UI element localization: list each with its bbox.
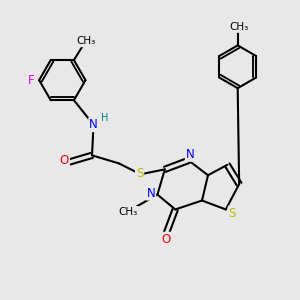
Text: CH₃: CH₃ xyxy=(230,22,249,32)
Text: CH₃: CH₃ xyxy=(76,36,95,46)
Text: N: N xyxy=(89,118,98,131)
Text: F: F xyxy=(28,74,34,87)
Text: S: S xyxy=(136,167,143,180)
Text: CH₃: CH₃ xyxy=(119,207,138,217)
Text: N: N xyxy=(146,187,155,200)
Text: S: S xyxy=(229,206,236,220)
Text: H: H xyxy=(101,113,109,123)
Text: O: O xyxy=(60,154,69,167)
Text: O: O xyxy=(161,233,170,246)
Text: N: N xyxy=(186,148,194,161)
